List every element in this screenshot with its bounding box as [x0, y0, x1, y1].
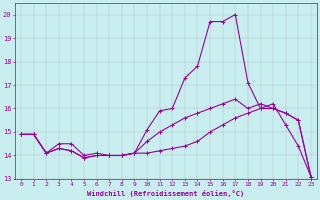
X-axis label: Windchill (Refroidissement éolien,°C): Windchill (Refroidissement éolien,°C) — [87, 190, 244, 197]
